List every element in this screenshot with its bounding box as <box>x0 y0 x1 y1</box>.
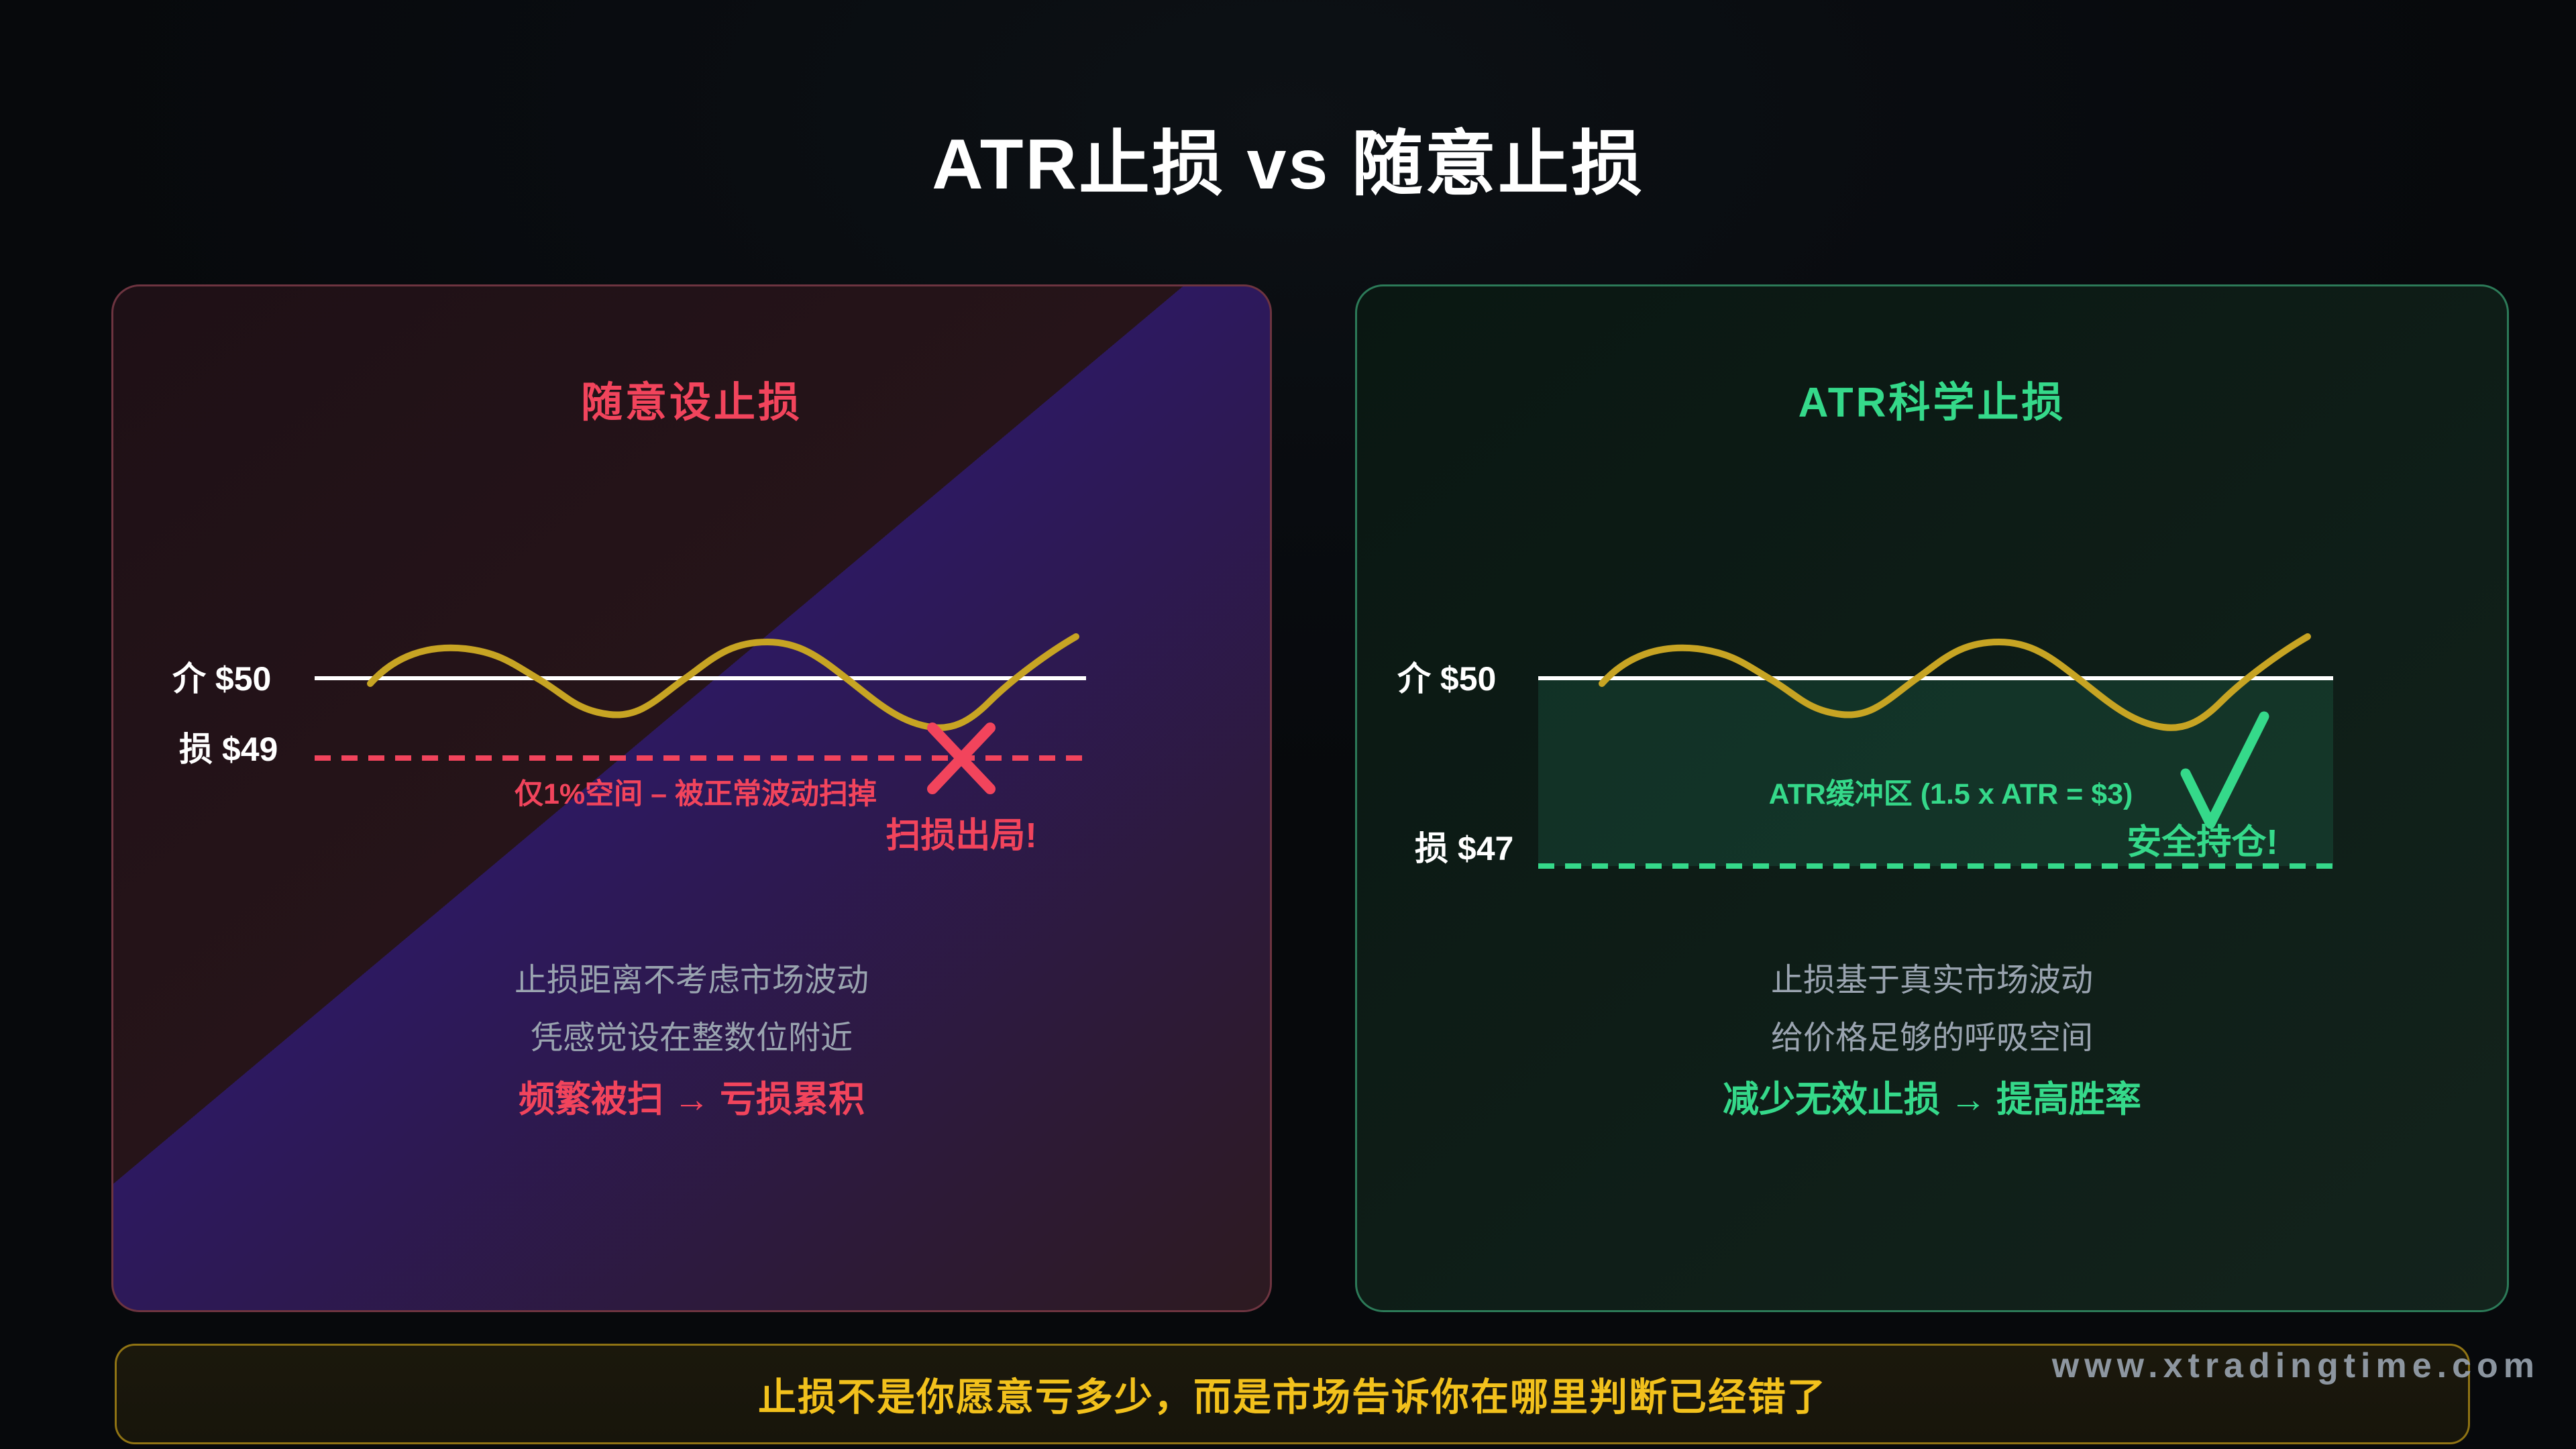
arbitrary-stop-panel: 随意设止损 介 $50 损 $49 仅1%空间 – 被正常波动扫掉 扫损出局! … <box>111 284 1272 1312</box>
right-price-chart <box>1538 633 2333 869</box>
footer-quote: 止损不是你愿意亏多少，而是市场告诉你在哪里判断已经错了 <box>758 1376 1827 1419</box>
left-desc-line-1: 止损距离不考虑市场波动 <box>514 963 869 998</box>
left-entry-price-label: 介 $50 <box>172 660 272 698</box>
left-stop-price-label: 损 $49 <box>179 731 278 768</box>
right-entry-price-label: 介 $50 <box>1397 660 1497 698</box>
left-price-chart <box>315 633 1093 794</box>
watermark: www.xtradingtime.com <box>2051 1346 2540 1385</box>
right-stop-price-label: 损 $47 <box>1415 830 1514 867</box>
left-panel-title: 随意设止损 <box>580 380 802 426</box>
right-price-wave <box>1599 633 2311 731</box>
right-desc-highlight: 减少无效止损 → 提高胜率 <box>1722 1079 2141 1120</box>
right-panel-title: ATR科学止损 <box>1798 380 2066 426</box>
left-desc-line-2: 凭感觉设在整数位附近 <box>530 1020 853 1056</box>
footer-banner: 止损不是你愿意亏多少，而是市场告诉你在哪里判断已经错了 <box>115 1344 2470 1444</box>
atr-stop-panel: ATR科学止损 介 $50 损 $47 ATR缓冲区 (1.5 x ATR = … <box>1355 284 2509 1312</box>
atr-buffer-zone <box>1538 678 2333 866</box>
stop-hit-x-icon <box>927 722 996 794</box>
left-description: 止损距离不考虑市场波动 凭感觉设在整数位附近 频繁被扫 → 亏损累积 <box>113 952 1270 1132</box>
left-price-wave <box>367 633 1079 731</box>
right-description: 止损基于真实市场波动 给价格足够的呼吸空间 减少无效止损 → 提高胜率 <box>1357 952 2507 1132</box>
left-result-label: 扫损出局! <box>885 816 1037 855</box>
buffer-zone-label: ATR缓冲区 (1.5 x ATR = $3) <box>1768 778 2133 810</box>
left-desc-highlight: 频繁被扫 → 亏损累积 <box>518 1079 865 1120</box>
page-title: ATR止损 vs 随意止损 <box>932 125 1644 204</box>
right-result-label: 安全持仓! <box>2127 823 2278 862</box>
safe-check-icon <box>2180 711 2269 829</box>
right-desc-line-2: 给价格足够的呼吸空间 <box>1770 1020 2093 1056</box>
left-annotation: 仅1%空间 – 被正常波动扫掉 <box>515 778 877 810</box>
right-desc-line-1: 止损基于真实市场波动 <box>1770 963 2093 998</box>
